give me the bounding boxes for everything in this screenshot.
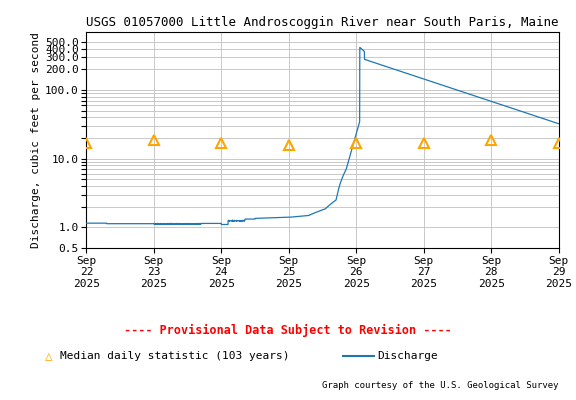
Y-axis label: Discharge, cubic feet per second: Discharge, cubic feet per second bbox=[31, 32, 41, 248]
Text: Graph courtesy of the U.S. Geological Survey: Graph courtesy of the U.S. Geological Su… bbox=[322, 381, 559, 390]
Text: Median daily statistic (103 years): Median daily statistic (103 years) bbox=[60, 351, 290, 361]
Text: Discharge: Discharge bbox=[377, 351, 438, 361]
Title: USGS 01057000 Little Androscoggin River near South Paris, Maine: USGS 01057000 Little Androscoggin River … bbox=[86, 16, 559, 30]
Text: ---- Provisional Data Subject to Revision ----: ---- Provisional Data Subject to Revisio… bbox=[124, 324, 452, 336]
Text: △: △ bbox=[45, 350, 53, 362]
